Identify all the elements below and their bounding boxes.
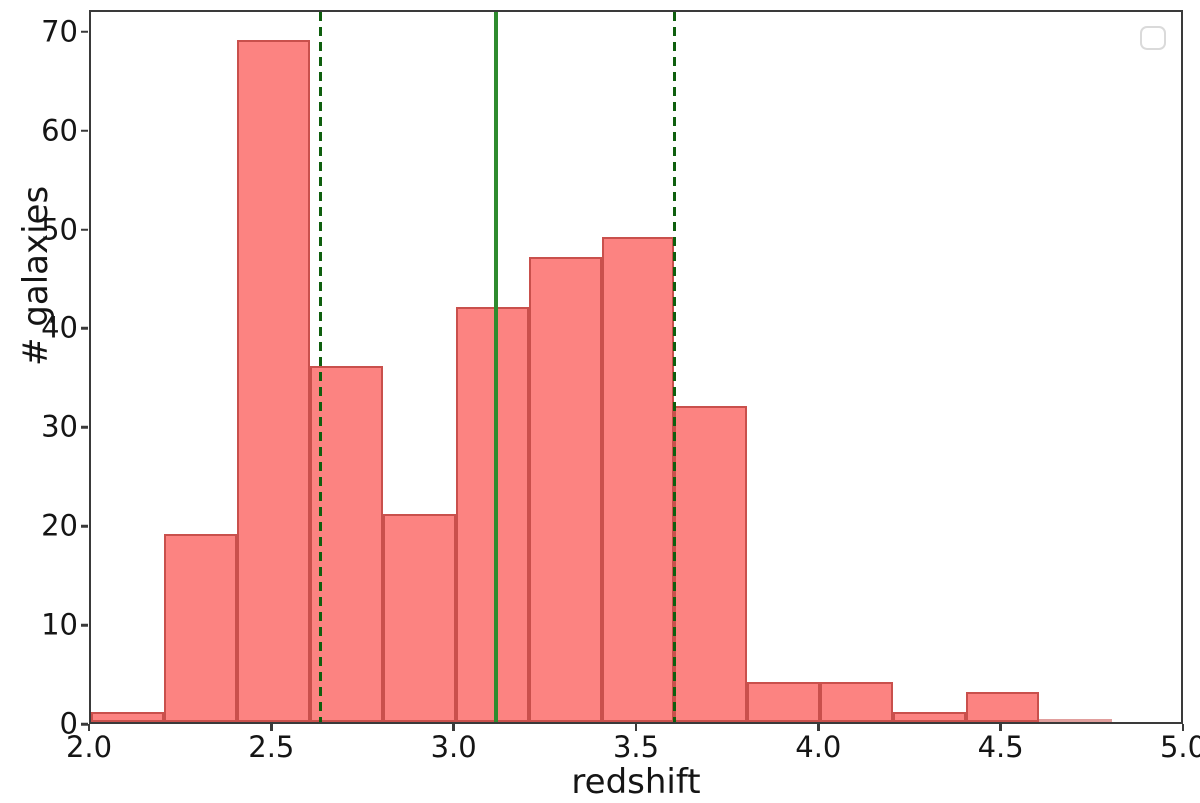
- histogram-bar: [966, 692, 1040, 722]
- histogram-bar: [91, 712, 164, 722]
- y-tick-label: 10: [41, 607, 78, 642]
- x-tick-mark: [999, 724, 1002, 731]
- x-tick-mark: [270, 724, 273, 731]
- histogram-bar: [820, 682, 894, 722]
- histogram-bar: [893, 712, 967, 722]
- histogram-bar: [674, 405, 748, 722]
- lower-bound-line-dashed: [319, 12, 323, 722]
- histogram-bar: [601, 237, 675, 722]
- x-tick-label: 4.0: [795, 730, 842, 764]
- y-tick-label: 50: [41, 212, 78, 247]
- y-tick-mark: [81, 327, 88, 330]
- y-tick-label: 60: [41, 113, 78, 148]
- x-axis-label: redshift: [571, 762, 701, 802]
- x-tick-mark: [817, 724, 820, 731]
- histogram-bar: [747, 682, 821, 722]
- y-tick-mark: [81, 30, 88, 33]
- x-tick-label: 3.5: [612, 730, 660, 764]
- y-tick-mark: [81, 722, 88, 726]
- upper-bound-line-dashed: [673, 12, 676, 722]
- x-tick-mark: [87, 724, 91, 731]
- y-tick-mark: [81, 524, 88, 528]
- histogram-bar: [163, 534, 237, 722]
- histogram-bar: [236, 39, 310, 722]
- histogram-bar: [528, 257, 602, 722]
- y-tick-mark: [81, 228, 88, 231]
- legend-box: [1140, 26, 1166, 50]
- histogram-bar: [455, 306, 529, 722]
- x-tick-label: 4.5: [977, 730, 1024, 764]
- x-tick-label: 2.0: [65, 730, 113, 764]
- plot-area: [89, 10, 1183, 724]
- x-tick-mark: [452, 724, 455, 731]
- y-tick-label: 20: [41, 508, 78, 543]
- x-tick-label: 2.5: [248, 730, 295, 764]
- y-tick-label: 70: [41, 14, 78, 49]
- y-tick-label: 0: [59, 706, 78, 741]
- histogram-bar: [382, 514, 456, 722]
- x-tick-label: 3.0: [430, 730, 477, 764]
- median-line-solid: [494, 12, 498, 722]
- x-tick-mark: [634, 724, 638, 731]
- x-tick-label: 5.0: [1159, 730, 1200, 764]
- histogram-bar-zero: [1039, 719, 1113, 722]
- y-tick-label: 30: [41, 409, 78, 444]
- y-tick-mark: [81, 623, 88, 627]
- x-tick-mark: [1181, 724, 1185, 731]
- y-tick-mark: [81, 129, 88, 132]
- y-tick-label: 40: [41, 310, 78, 345]
- y-tick-mark: [81, 426, 88, 429]
